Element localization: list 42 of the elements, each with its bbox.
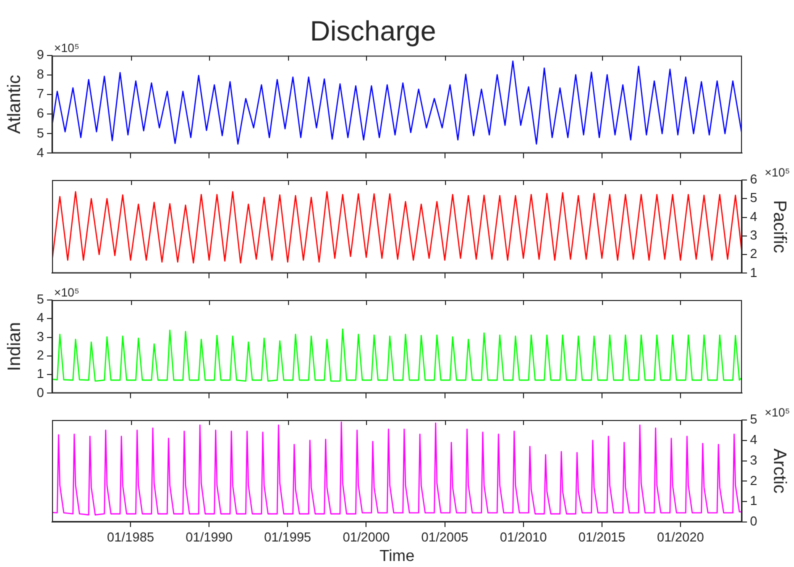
text: ×10⁵	[54, 285, 80, 300]
x-tick-label: 01/2010	[500, 529, 547, 544]
y2-tick-label: 3	[750, 452, 758, 468]
y2-tick-label: 4	[750, 208, 758, 224]
y-tick-label: 5	[36, 125, 44, 140]
y2-tick-label: 2	[750, 472, 758, 488]
y2-tick-label: 1	[750, 493, 758, 508]
x-tick-label: 01/2020	[656, 529, 704, 544]
y2-tick-label: 4	[750, 432, 758, 447]
y2-axis-title: Arctic	[770, 448, 790, 494]
x-tick-label: 01/1995	[264, 529, 312, 544]
y2-tick-label: 5	[750, 412, 758, 427]
y2-tick-label: 3	[750, 228, 758, 242]
text: ×10⁵	[54, 40, 80, 55]
y-tick-label: 5	[36, 292, 44, 307]
text: ×10⁵	[764, 405, 790, 420]
x-tick-label: 01/1985	[107, 529, 154, 544]
x-axis-title: Time	[380, 548, 415, 565]
x-tick-label: 01/2005	[421, 529, 468, 544]
y-axis-title: Indian	[4, 322, 24, 372]
y-tick-label: 4	[36, 144, 44, 160]
chart-title: Discharge	[310, 16, 436, 47]
y-tick-label: 1	[36, 366, 44, 382]
y-tick-label: 7	[36, 86, 44, 102]
y-tick-label: 2	[36, 348, 44, 362]
y2-tick-label: 6	[750, 172, 758, 187]
x-tick-label: 01/1990	[186, 529, 233, 544]
y-tick-label: 8	[36, 66, 44, 82]
y2-tick-label: 5	[750, 190, 758, 206]
x-tick-label: 01/2015	[578, 529, 626, 544]
y-tick-label: 9	[36, 47, 44, 62]
y-tick-label: 3	[36, 328, 44, 344]
y2-tick-label: 2	[750, 246, 758, 262]
y2-axis-title: Pacific	[770, 200, 790, 254]
x-tick-label: 01/2000	[342, 529, 390, 544]
text: ×10⁵	[764, 165, 790, 180]
y-tick-label: 6	[36, 106, 44, 121]
y2-tick-label: 1	[750, 264, 758, 280]
y-tick-label: 4	[36, 310, 44, 326]
y-tick-label: 0	[36, 384, 44, 400]
y2-tick-label: 0	[750, 514, 758, 529]
y-axis-title: Atlantic	[4, 74, 24, 134]
